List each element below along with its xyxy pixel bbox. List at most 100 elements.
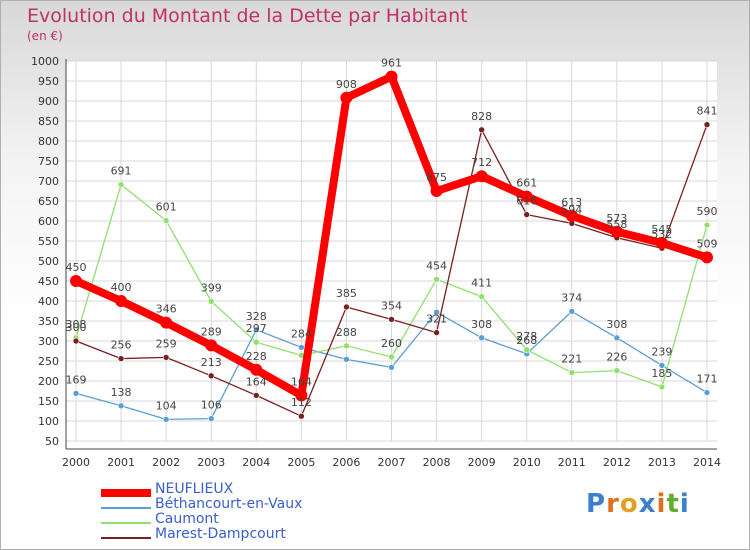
y-tick-label: 500 bbox=[38, 255, 59, 268]
data-point bbox=[252, 338, 260, 346]
legend-item: Caumont bbox=[101, 511, 401, 528]
data-label: 616 bbox=[516, 195, 537, 208]
x-tick-label: 2011 bbox=[558, 456, 586, 469]
data-point bbox=[343, 356, 350, 363]
data-label: 288 bbox=[336, 326, 357, 339]
legend-label: Marest-Dampcourt bbox=[155, 526, 286, 542]
data-point bbox=[565, 209, 578, 222]
data-point bbox=[70, 275, 82, 287]
data-point bbox=[658, 383, 666, 391]
data-label: 308 bbox=[66, 318, 87, 331]
data-point bbox=[160, 316, 173, 329]
data-point bbox=[250, 363, 263, 376]
brand-letter: t bbox=[666, 489, 680, 519]
legend-label: Caumont bbox=[155, 511, 219, 527]
x-tick-label: 2001 bbox=[107, 456, 135, 469]
data-point bbox=[343, 303, 350, 311]
unit-label: (en €) bbox=[27, 29, 63, 43]
data-point bbox=[610, 225, 623, 238]
legend-item: Béthancourt-en-Vaux bbox=[101, 496, 401, 513]
data-label: 328 bbox=[246, 310, 267, 323]
data-point bbox=[433, 276, 440, 283]
data-point bbox=[433, 329, 440, 336]
x-tick-label: 2009 bbox=[468, 456, 496, 469]
data-label: 613 bbox=[561, 196, 582, 209]
data-point bbox=[388, 353, 395, 361]
data-point bbox=[520, 190, 533, 203]
data-label: 284 bbox=[291, 327, 312, 340]
data-point bbox=[298, 344, 305, 351]
data-point bbox=[523, 346, 531, 354]
x-tick-label: 2006 bbox=[332, 456, 360, 469]
data-point bbox=[72, 337, 80, 345]
brand-letter: x bbox=[638, 489, 657, 519]
data-point bbox=[207, 415, 215, 422]
data-label: 138 bbox=[111, 386, 132, 399]
x-tick-label: 2005 bbox=[287, 456, 315, 469]
legend-label: Béthancourt-en-Vaux bbox=[155, 496, 303, 512]
y-tick-label: 550 bbox=[38, 235, 59, 248]
data-point bbox=[115, 295, 128, 307]
data-label: 169 bbox=[66, 373, 87, 386]
data-point bbox=[298, 412, 305, 420]
data-point bbox=[207, 298, 215, 305]
data-point bbox=[117, 355, 125, 362]
data-point bbox=[117, 402, 125, 410]
data-label: 841 bbox=[697, 105, 718, 118]
data-label: 675 bbox=[426, 171, 447, 184]
data-label: 509 bbox=[697, 237, 718, 250]
data-label: 590 bbox=[697, 205, 718, 218]
data-point bbox=[523, 211, 531, 218]
data-point bbox=[478, 334, 485, 342]
data-point bbox=[703, 221, 711, 229]
legend-label: NEUFLIEUX bbox=[155, 481, 234, 497]
data-label: 213 bbox=[201, 356, 222, 369]
data-point bbox=[388, 316, 395, 323]
x-tick-label: 2007 bbox=[378, 456, 406, 469]
brand-letter: P bbox=[586, 489, 607, 519]
data-label: 961 bbox=[381, 57, 402, 70]
y-tick-label: 850 bbox=[38, 115, 59, 128]
data-label: 354 bbox=[381, 299, 402, 312]
data-label: 321 bbox=[426, 313, 447, 326]
data-point bbox=[701, 251, 713, 264]
data-label: 289 bbox=[201, 325, 222, 338]
legend-swatch bbox=[101, 507, 151, 509]
chart-title: Evolution du Montant de la Dette par Hab… bbox=[27, 5, 468, 27]
data-label: 594 bbox=[561, 203, 582, 216]
data-point bbox=[430, 185, 443, 197]
data-label: 374 bbox=[561, 291, 582, 304]
data-label: 661 bbox=[516, 177, 537, 190]
data-label: 308 bbox=[471, 318, 492, 331]
data-label: 691 bbox=[111, 165, 132, 178]
brand-letter: r bbox=[606, 489, 620, 519]
data-label: 297 bbox=[246, 322, 267, 335]
y-tick-label: 350 bbox=[38, 315, 59, 328]
data-point bbox=[658, 362, 666, 369]
legend: NEUFLIEUX Béthancourt-en-Vaux Caumont Ma… bbox=[101, 481, 401, 543]
data-label: 164 bbox=[246, 375, 267, 388]
y-tick-label: 1000 bbox=[31, 55, 59, 68]
brand-letter: i bbox=[656, 489, 667, 519]
data-label: 400 bbox=[111, 281, 132, 294]
y-tick-label: 250 bbox=[38, 355, 59, 368]
data-point bbox=[568, 308, 576, 315]
data-label: 532 bbox=[651, 228, 672, 241]
legend-swatch bbox=[101, 522, 151, 524]
data-label: 268 bbox=[516, 334, 537, 347]
data-point bbox=[117, 181, 125, 188]
data-point bbox=[433, 308, 440, 316]
legend-item: NEUFLIEUX bbox=[101, 481, 401, 498]
data-point bbox=[252, 392, 260, 399]
data-label: 106 bbox=[201, 399, 222, 412]
data-point bbox=[388, 364, 395, 371]
data-point bbox=[205, 339, 218, 352]
data-point bbox=[655, 237, 668, 249]
data-label: 226 bbox=[606, 351, 627, 364]
y-tick-label: 150 bbox=[38, 395, 59, 408]
data-label: 164 bbox=[291, 375, 312, 388]
data-label: 828 bbox=[471, 110, 492, 123]
y-tick-label: 950 bbox=[38, 75, 59, 88]
x-tick-label: 2004 bbox=[242, 456, 270, 469]
